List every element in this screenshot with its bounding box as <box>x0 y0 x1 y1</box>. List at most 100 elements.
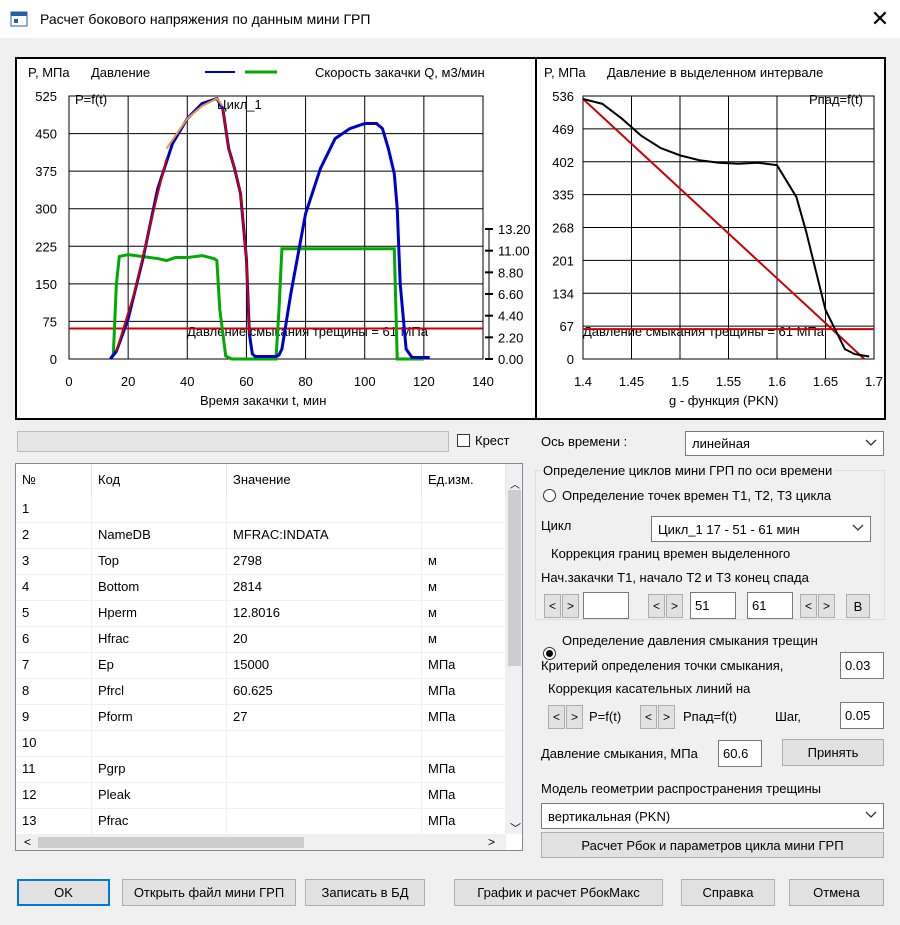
row-code[interactable]: Pfrac <box>92 808 227 834</box>
row-value[interactable]: 20 <box>227 626 422 652</box>
row-code[interactable]: Hfrac <box>92 626 227 652</box>
table-row[interactable]: 8 Pfrcl 60.625 МПа <box>16 678 506 705</box>
ppad-left-button[interactable]: < <box>640 705 657 729</box>
row-num[interactable]: 6 <box>16 626 92 652</box>
row-code[interactable]: Top <box>92 548 227 574</box>
t1-right-button[interactable]: > <box>562 594 579 618</box>
table-row[interactable]: 4 Bottom 2814 м <box>16 574 506 601</box>
row-num[interactable]: 12 <box>16 782 92 808</box>
row-num[interactable]: 10 <box>16 730 92 756</box>
table-row[interactable]: 3 Top 2798 м <box>16 548 506 575</box>
header-unit[interactable]: Ед.изм. <box>422 464 506 496</box>
radio-points[interactable] <box>543 489 556 502</box>
row-unit[interactable]: МПа <box>422 678 506 704</box>
row-code[interactable] <box>92 496 227 522</box>
horizontal-scroll-thumb[interactable] <box>38 837 304 848</box>
row-unit[interactable]: м <box>422 548 506 574</box>
header-value[interactable]: Значение <box>227 464 422 496</box>
table-row[interactable]: 5 Hperm 12.8016 м <box>16 600 506 627</box>
header-code[interactable]: Код <box>92 464 227 496</box>
b-button[interactable]: В <box>846 594 870 618</box>
row-unit[interactable] <box>422 496 506 522</box>
scroll-down-icon[interactable]: ﹀ <box>510 823 521 835</box>
vertical-scrollbar[interactable]: ︿ ﹀ <box>506 464 522 835</box>
ok-button[interactable]: OK <box>17 879 110 906</box>
vertical-scroll-thumb[interactable] <box>508 490 521 666</box>
row-num[interactable]: 3 <box>16 548 92 574</box>
row-value[interactable]: 2814 <box>227 574 422 600</box>
t2-input[interactable]: 51 <box>690 592 736 619</box>
row-value[interactable] <box>227 756 422 782</box>
model-select[interactable]: вертикальная (PKN) <box>541 803 884 829</box>
step-input[interactable]: 0.05 <box>840 702 884 729</box>
t3-left-button[interactable]: < <box>800 594 817 618</box>
accept-button[interactable]: Принять <box>782 739 884 766</box>
row-value[interactable]: 60.625 <box>227 678 422 704</box>
criterion-input[interactable]: 0.03 <box>840 652 884 679</box>
table-row[interactable]: 12 Pleak МПа <box>16 782 506 809</box>
t3-input[interactable]: 61 <box>747 592 793 619</box>
row-unit[interactable]: МПа <box>422 704 506 730</box>
t2-left-button[interactable]: < <box>648 594 665 618</box>
row-value[interactable]: 15000 <box>227 652 422 678</box>
row-value[interactable]: MFRAC:INDATA <box>227 522 422 548</box>
row-unit[interactable]: м <box>422 574 506 600</box>
row-code[interactable]: NameDB <box>92 522 227 548</box>
row-value[interactable] <box>227 730 422 756</box>
row-code[interactable]: Pgrp <box>92 756 227 782</box>
t1-input[interactable] <box>583 592 629 619</box>
pft-left-button[interactable]: < <box>548 705 565 729</box>
row-num[interactable]: 8 <box>16 678 92 704</box>
scroll-right-icon[interactable]: > <box>488 835 496 849</box>
row-code[interactable]: Hperm <box>92 600 227 626</box>
cancel-button[interactable]: Отмена <box>789 879 884 906</box>
row-num[interactable]: 5 <box>16 600 92 626</box>
parameters-table[interactable]: № Код Значение Ед.изм. 1 2 NameDB MFRAC:IND… <box>15 463 523 851</box>
row-value[interactable] <box>227 782 422 808</box>
table-row[interactable]: 2 NameDB MFRAC:INDATA <box>16 522 506 549</box>
close-icon[interactable]: ✕ <box>870 6 890 31</box>
cycle-select[interactable]: Цикл_1 17 - 51 - 61 мин <box>651 516 871 542</box>
row-value[interactable]: 27 <box>227 704 422 730</box>
scroll-left-icon[interactable]: < <box>24 835 32 849</box>
table-row[interactable]: 1 <box>16 496 506 523</box>
graph-calc-button[interactable]: График и расчет РбокМакс <box>454 879 663 906</box>
pft-right-button[interactable]: > <box>566 705 583 729</box>
row-num[interactable]: 2 <box>16 522 92 548</box>
row-code[interactable]: Pleak <box>92 782 227 808</box>
table-row[interactable]: 9 Pform 27 МПа <box>16 704 506 731</box>
row-code[interactable]: Pfrcl <box>92 678 227 704</box>
header-num[interactable]: № <box>16 464 92 496</box>
ppad-right-button[interactable]: > <box>658 705 675 729</box>
row-num[interactable]: 11 <box>16 756 92 782</box>
save-db-button[interactable]: Записать в БД <box>305 879 425 906</box>
row-unit[interactable] <box>422 730 506 756</box>
row-unit[interactable]: МПа <box>422 782 506 808</box>
table-row[interactable]: 6 Hfrac 20 м <box>16 626 506 653</box>
scroll-up-icon[interactable]: ︿ <box>510 480 520 491</box>
row-code[interactable]: Ep <box>92 652 227 678</box>
t2-right-button[interactable]: > <box>666 594 683 618</box>
row-unit[interactable]: м <box>422 600 506 626</box>
table-row[interactable]: 7 Ep 15000 МПа <box>16 652 506 679</box>
row-value[interactable] <box>227 496 422 522</box>
row-value[interactable]: 12.8016 <box>227 600 422 626</box>
row-value[interactable]: 2798 <box>227 548 422 574</box>
horizontal-scrollbar[interactable]: < > <box>16 834 506 850</box>
closure-pressure-input[interactable]: 60.6 <box>718 740 762 767</box>
table-row[interactable]: 11 Pgrp МПа <box>16 756 506 783</box>
cross-checkbox[interactable] <box>457 434 470 447</box>
row-unit[interactable]: МПа <box>422 808 506 834</box>
row-unit[interactable]: м <box>422 626 506 652</box>
row-num[interactable]: 9 <box>16 704 92 730</box>
time-axis-select[interactable]: линейная <box>685 431 884 456</box>
row-num[interactable]: 7 <box>16 652 92 678</box>
row-code[interactable] <box>92 730 227 756</box>
t3-right-button[interactable]: > <box>818 594 835 618</box>
help-button[interactable]: Справка <box>681 879 775 906</box>
row-unit[interactable]: МПа <box>422 652 506 678</box>
row-unit[interactable]: МПа <box>422 756 506 782</box>
row-num[interactable]: 13 <box>16 808 92 834</box>
calculate-button[interactable]: Расчет Рбок и параметров цикла мини ГРП <box>541 832 884 858</box>
row-code[interactable]: Pform <box>92 704 227 730</box>
